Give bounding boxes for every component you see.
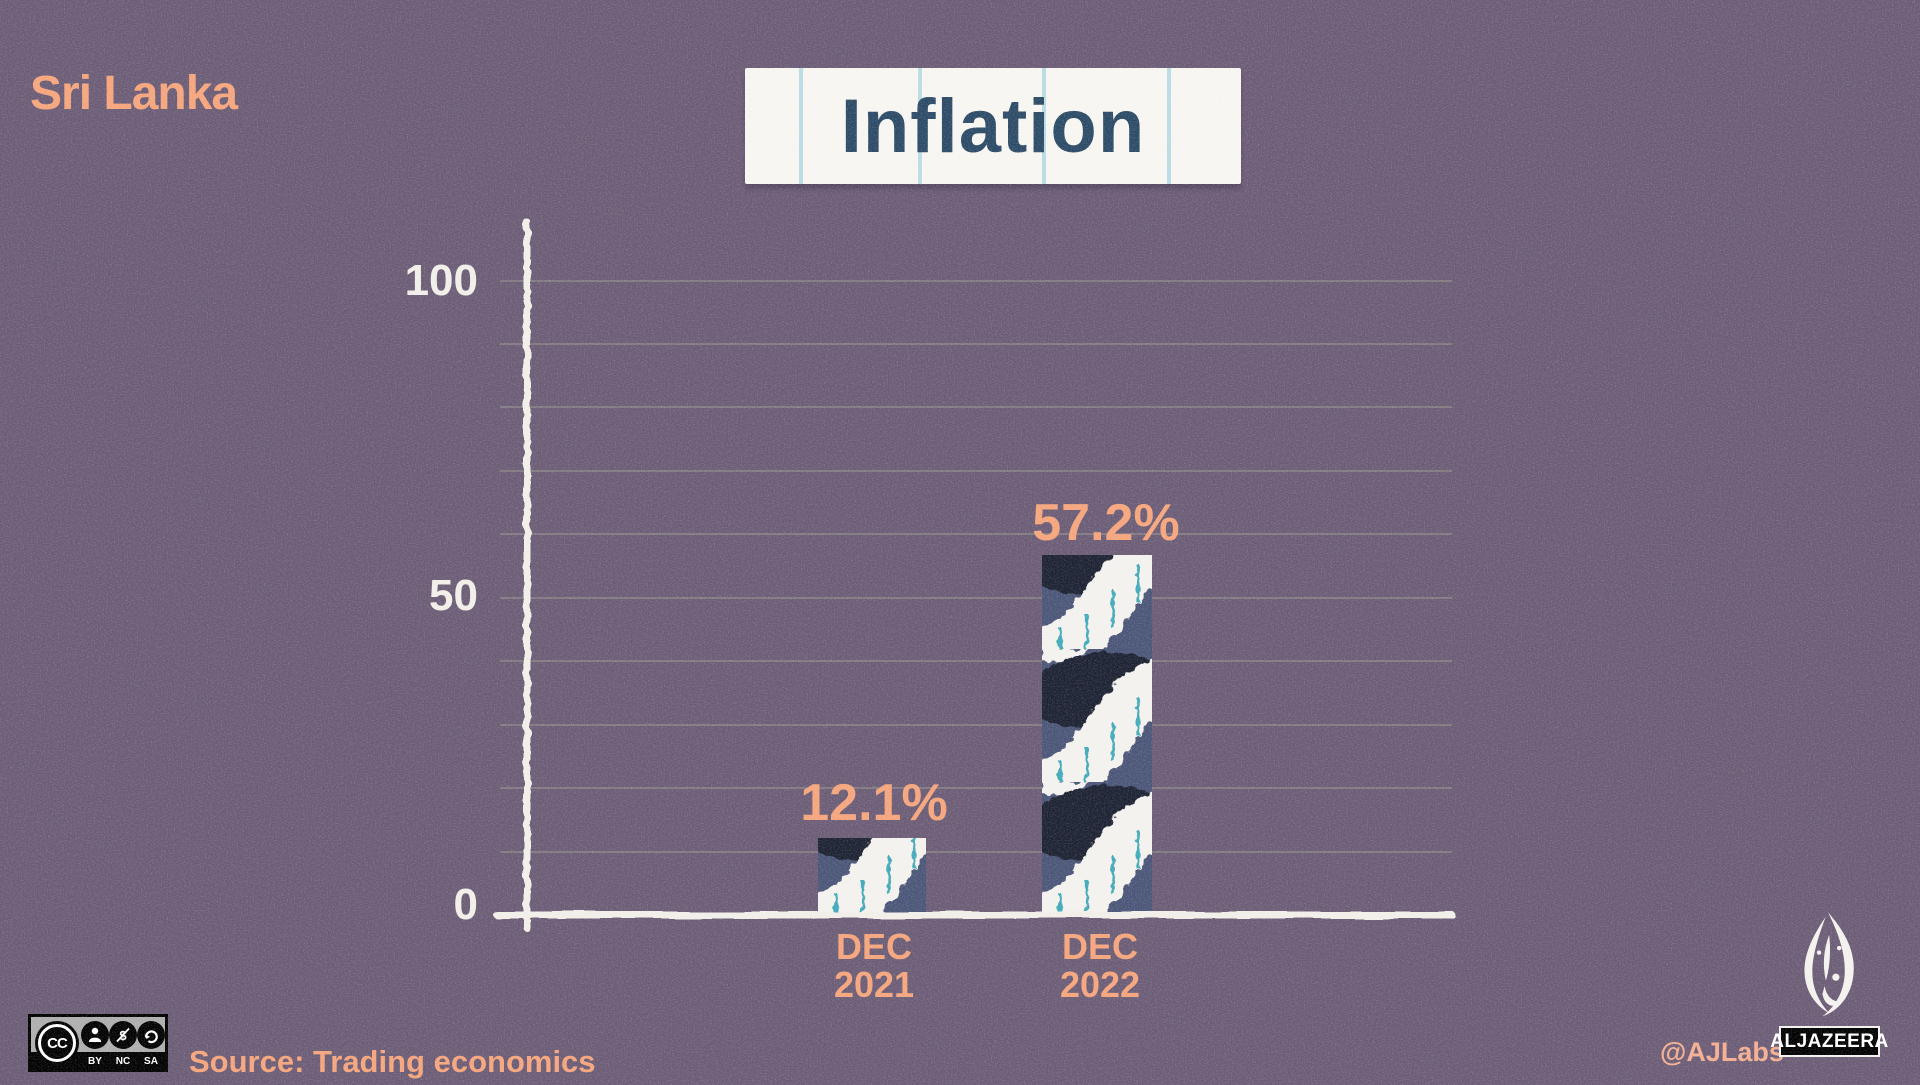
value-label-dec-2021: 12.1%	[800, 774, 948, 832]
aljazeera-flame-logo	[1794, 910, 1862, 1022]
cc-nc-dollar-icon: $	[109, 1021, 137, 1049]
bar-dec-2021	[818, 838, 926, 915]
source-attribution: Source: Trading economics	[189, 1044, 596, 1079]
cc-badge-inner: CC $ BY NC SA	[31, 1017, 165, 1069]
ajlabs-credit: @AJLabs	[1660, 1037, 1784, 1067]
cc-by-nc-sa-badge: CC $ BY NC SA	[28, 1014, 168, 1072]
notebook-rule-line	[1167, 68, 1171, 184]
cc-icon: CC	[35, 1021, 79, 1065]
notebook-rule-line	[799, 68, 803, 184]
ytick-50: 50	[429, 571, 478, 620]
category-label-dec-2022: DEC 2022	[980, 928, 1220, 1004]
cc-icon-letters: CC	[38, 1024, 76, 1062]
category-line: DEC	[1061, 926, 1138, 967]
category-line: 2022	[1059, 964, 1141, 1005]
value-label-dec-2022: 57.2%	[1032, 494, 1180, 552]
chart-title: Inflation	[840, 83, 1146, 169]
region-label: Sri Lanka	[30, 67, 238, 120]
title-card: Inflation	[745, 68, 1241, 184]
category-label-dec-2021: DEC 2021	[754, 928, 994, 1004]
cc-nc-label: NC	[115, 1056, 131, 1067]
gridlines	[500, 280, 1452, 853]
category-line: 2021	[833, 964, 915, 1005]
bar-dec-2022	[1042, 555, 1152, 915]
ytick-0: 0	[453, 880, 478, 929]
cc-by-person-icon	[81, 1021, 109, 1049]
cc-by-label: BY	[88, 1056, 102, 1067]
cc-sa-label: SA	[144, 1056, 158, 1067]
category-line: DEC	[835, 926, 912, 967]
aljazeera-wordmark: ALJAZEERA	[1770, 1026, 1888, 1057]
ytick-100: 100	[404, 256, 478, 305]
aljazeera-wordmark-text: ALJAZEERA	[1770, 1030, 1889, 1052]
cc-sa-arrow-icon	[137, 1021, 165, 1049]
